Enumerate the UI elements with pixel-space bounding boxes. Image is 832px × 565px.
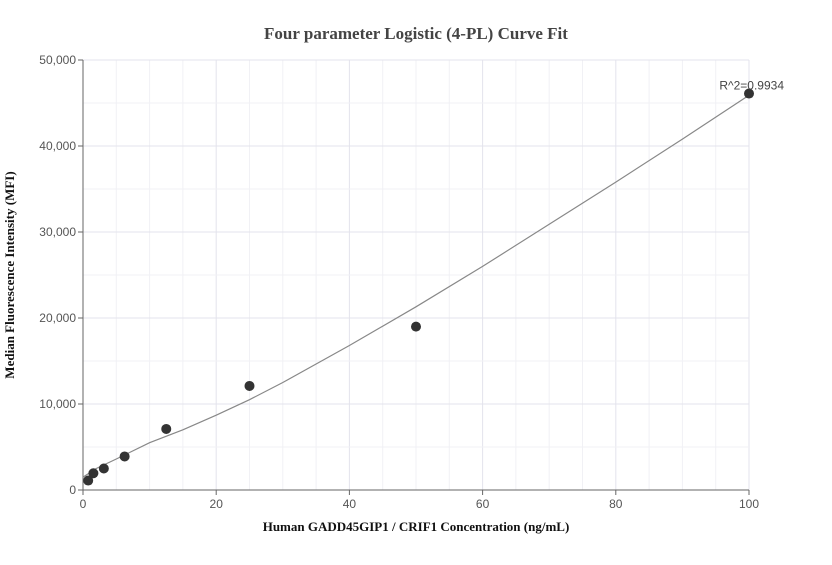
data-points xyxy=(83,88,754,486)
x-tick-label: 20 xyxy=(210,497,224,511)
x-ticks: 0 20 40 60 80 100 xyxy=(80,490,759,511)
data-point xyxy=(744,88,754,99)
x-tick-label: 0 xyxy=(80,497,87,511)
data-point xyxy=(161,423,172,434)
y-tick-label: 40,000 xyxy=(39,139,76,153)
data-point xyxy=(88,468,99,479)
data-point xyxy=(119,451,130,462)
y-tick-label: 20,000 xyxy=(39,311,76,325)
y-tick-label: 10,000 xyxy=(39,397,76,411)
y-tick-label: 0 xyxy=(69,483,76,497)
x-tick-label: 80 xyxy=(609,497,623,511)
data-point xyxy=(244,380,255,391)
grid xyxy=(82,59,750,491)
axes xyxy=(82,60,749,491)
data-point xyxy=(411,321,421,332)
y-ticks: 0 10,000 20,000 30,000 40,000 50,000 xyxy=(39,53,83,497)
x-tick-label: 100 xyxy=(739,497,759,511)
y-tick-label: 30,000 xyxy=(39,225,76,239)
y-tick-label: 50,000 xyxy=(39,53,76,67)
r-squared-annotation: R^2=0.9934 xyxy=(719,79,784,93)
data-point xyxy=(83,475,94,486)
x-tick-label: 40 xyxy=(343,497,357,511)
x-axis-label: Human GADD45GIP1 / CRIF1 Concentration (… xyxy=(263,519,570,534)
y-axis-label: Median Fluorescence Intensity (MFI) xyxy=(2,171,17,378)
chart-title: Four parameter Logistic (4-PL) Curve Fit xyxy=(264,24,568,43)
x-tick-label: 60 xyxy=(476,497,490,511)
data-point xyxy=(98,463,109,474)
